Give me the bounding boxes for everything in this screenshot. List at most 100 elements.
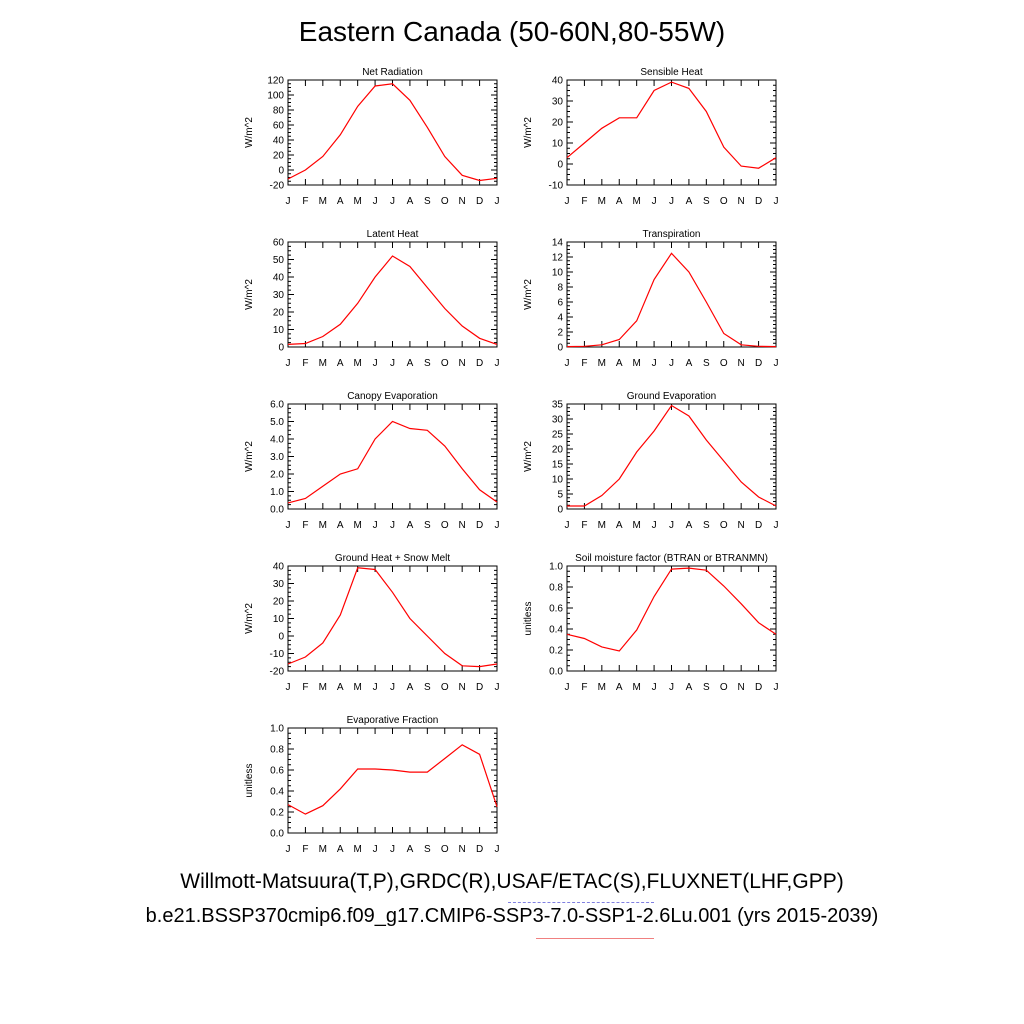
series-line — [566, 567, 777, 652]
y-tick-label: 10 — [273, 325, 285, 336]
plot-frame — [566, 565, 777, 672]
x-tick-label: A — [616, 520, 623, 531]
x-tick-label: F — [302, 196, 308, 207]
x-tick-label: A — [686, 682, 693, 693]
y-axis-label: W/m^2 — [244, 279, 255, 310]
y-tick-label: 60 — [273, 121, 285, 132]
x-tick-label: J — [390, 520, 395, 531]
x-tick-label: M — [353, 358, 361, 369]
panel-title: Sensible Heat — [640, 67, 702, 78]
case-caption: b.e21.BSSP370cmip6.f09_g17.CMIP6-SSP3-7.… — [145, 905, 879, 927]
x-tick-label: J — [390, 844, 395, 855]
panel-title: Net Radiation — [362, 67, 423, 78]
x-tick-label: A — [616, 358, 623, 369]
x-tick-label: J — [774, 682, 779, 693]
x-tick-label: A — [686, 196, 693, 207]
y-tick-label: 10 — [552, 139, 564, 150]
y-tick-label: 40 — [273, 136, 285, 147]
x-tick-label: N — [738, 520, 745, 531]
panel-title: Transpiration — [643, 229, 701, 240]
y-tick-label: 4.0 — [270, 435, 284, 446]
y-tick-label: 30 — [273, 290, 285, 301]
x-tick-label: A — [686, 520, 693, 531]
chart-panel: Evaporative Fraction unitless 0.0 0.2 0.4 0.6… — [244, 715, 500, 855]
y-axis-label: unitless — [244, 764, 255, 798]
x-tick-label: M — [319, 358, 327, 369]
y-tick-label: 0 — [278, 166, 284, 177]
y-tick-label: 20 — [552, 445, 564, 456]
y-axis-label: unitless — [523, 602, 534, 636]
x-tick-label: J — [373, 196, 378, 207]
x-tick-label: A — [337, 844, 344, 855]
y-tick-label: 2 — [557, 328, 563, 339]
x-tick-label: J — [652, 520, 657, 531]
x-tick-label: J — [390, 196, 395, 207]
x-tick-label: D — [476, 196, 483, 207]
observations-caption: Willmott-Matsuura(T,P),GRDC(R),USAF/ETAC… — [180, 870, 844, 893]
x-tick-label: F — [581, 682, 587, 693]
panel-title: Ground Evaporation — [627, 391, 717, 402]
x-tick-label: J — [652, 358, 657, 369]
panel-title: Soil moisture factor (BTRAN or BTRANMN) — [575, 553, 768, 564]
x-tick-label: S — [424, 358, 431, 369]
y-tick-label: 40 — [273, 273, 285, 284]
x-tick-label: A — [337, 358, 344, 369]
y-tick-label: 10 — [552, 475, 564, 486]
y-tick-label: 0.2 — [549, 646, 563, 657]
x-tick-label: A — [407, 682, 414, 693]
x-tick-label: D — [755, 682, 762, 693]
series-line — [287, 255, 498, 345]
x-tick-label: J — [774, 520, 779, 531]
x-tick-label: F — [302, 358, 308, 369]
plot-frame — [287, 403, 498, 510]
x-tick-label: M — [319, 844, 327, 855]
x-tick-label: O — [720, 196, 728, 207]
y-tick-label: 40 — [273, 562, 285, 573]
x-tick-label: J — [774, 196, 779, 207]
x-tick-label: O — [441, 682, 449, 693]
x-tick-label: J — [495, 520, 500, 531]
x-tick-label: J — [774, 358, 779, 369]
x-tick-label: J — [390, 682, 395, 693]
plot-frame — [287, 565, 498, 672]
y-axis-label: W/m^2 — [244, 441, 255, 472]
x-tick-label: M — [598, 196, 606, 207]
y-tick-label: 30 — [273, 579, 285, 590]
chart-panel: Canopy Evaporation W/m^2 0.0 1.0 2.0 3.0 4.0 5.… — [244, 391, 500, 531]
y-tick-label: 30 — [552, 97, 564, 108]
y-tick-label: 0.4 — [549, 625, 563, 636]
x-tick-label: M — [598, 682, 606, 693]
x-tick-label: M — [598, 358, 606, 369]
chart-panel: Soil moisture factor (BTRAN or BTRANMN) u… — [523, 553, 779, 693]
y-tick-label: 120 — [267, 76, 284, 87]
plot-frame — [566, 79, 777, 186]
x-tick-label: J — [286, 682, 291, 693]
x-tick-label: N — [459, 844, 466, 855]
x-tick-label: J — [373, 520, 378, 531]
series-line — [287, 567, 498, 668]
panel-title: Canopy Evaporation — [347, 391, 438, 402]
x-tick-label: F — [302, 520, 308, 531]
x-tick-label: N — [738, 358, 745, 369]
x-tick-label: D — [755, 520, 762, 531]
y-tick-label: 0 — [278, 343, 284, 354]
x-tick-label: M — [632, 196, 640, 207]
x-tick-label: M — [598, 520, 606, 531]
series-line — [566, 252, 777, 348]
x-tick-label: J — [565, 196, 570, 207]
y-tick-label: 0 — [557, 343, 563, 354]
x-tick-label: S — [424, 844, 431, 855]
y-tick-label: 20 — [273, 597, 285, 608]
y-tick-label: 80 — [273, 106, 285, 117]
y-tick-label: 0.8 — [549, 583, 563, 594]
y-tick-label: 20 — [273, 308, 285, 319]
plot-frame — [566, 403, 777, 510]
x-tick-label: N — [738, 682, 745, 693]
x-tick-label: J — [652, 682, 657, 693]
plot-frame — [287, 727, 498, 834]
y-axis-label: W/m^2 — [523, 279, 534, 310]
x-tick-label: J — [565, 682, 570, 693]
y-tick-label: 0.0 — [270, 505, 284, 516]
